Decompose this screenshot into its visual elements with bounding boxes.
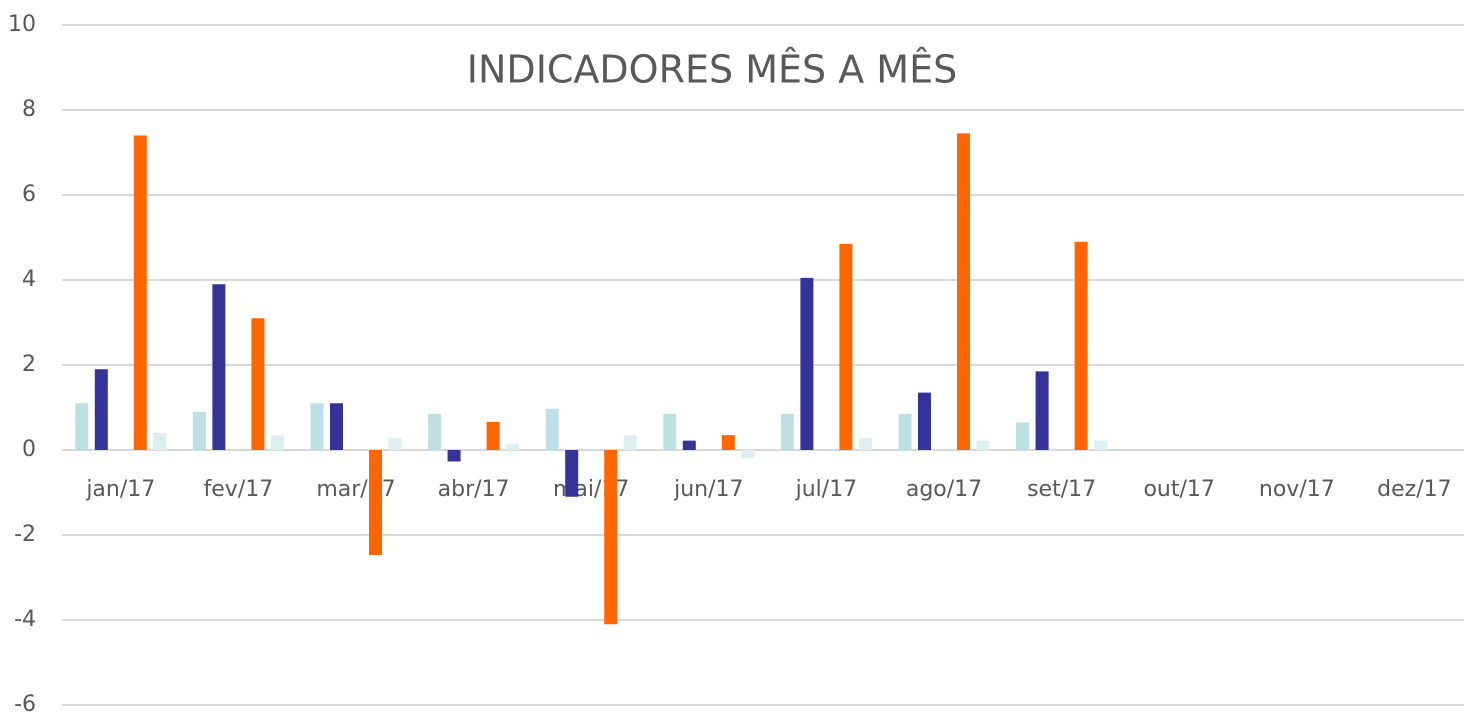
bar	[330, 403, 343, 450]
bar	[565, 450, 579, 497]
bar	[1016, 422, 1030, 450]
bar	[623, 435, 637, 450]
bar	[858, 438, 872, 450]
bar	[604, 450, 618, 625]
x-tick-label: jan/17	[85, 477, 155, 502]
x-tick-label: nov/17	[1259, 477, 1335, 502]
bar	[741, 450, 755, 459]
bar	[976, 440, 990, 450]
bar	[447, 450, 461, 462]
bar	[1094, 440, 1108, 450]
x-tick-label: fev/17	[204, 477, 274, 502]
x-tick-label: ago/17	[906, 477, 982, 502]
bar	[898, 413, 912, 450]
x-tick-label: mai/17	[553, 477, 629, 502]
y-tick-label: 6	[22, 182, 36, 207]
bar	[153, 433, 167, 450]
bar	[1035, 371, 1049, 450]
bar	[1074, 241, 1088, 450]
x-tick-label: out/17	[1143, 477, 1214, 502]
x-tick-label: abr/17	[438, 477, 510, 502]
bar	[270, 435, 284, 450]
bar	[721, 435, 735, 450]
chart-title: INDICADORES MÊS A MÊS	[467, 48, 957, 92]
y-tick-label: 8	[22, 97, 36, 122]
y-tick-label: 10	[8, 12, 36, 37]
bar	[310, 403, 324, 450]
bar	[212, 284, 226, 450]
bar	[251, 318, 265, 450]
bar	[428, 413, 442, 450]
y-tick-label: 2	[22, 352, 36, 377]
bar	[75, 403, 89, 450]
bar	[486, 421, 500, 450]
x-tick-label: mar/17	[316, 477, 395, 502]
bar	[663, 413, 677, 450]
bar	[918, 392, 931, 450]
y-tick-label: -2	[14, 522, 36, 547]
bar	[839, 243, 853, 450]
x-tick-label: set/17	[1027, 477, 1096, 502]
bar	[192, 411, 206, 450]
bar	[682, 440, 696, 450]
bar	[957, 133, 970, 450]
y-tick-label: 0	[22, 437, 36, 462]
x-tick-label: jul/17	[795, 477, 858, 502]
x-tick-label: dez/17	[1377, 477, 1451, 502]
bar	[369, 450, 382, 555]
bar	[94, 369, 108, 450]
bar	[506, 443, 520, 450]
y-tick-label: 4	[22, 267, 36, 292]
bar	[388, 438, 402, 450]
bar	[545, 408, 559, 450]
bar	[800, 277, 814, 450]
y-tick-label: -6	[14, 692, 36, 715]
x-tick-label: jun/17	[673, 477, 743, 502]
bar	[133, 135, 147, 450]
y-tick-label: -4	[14, 607, 36, 632]
bar	[780, 413, 794, 450]
